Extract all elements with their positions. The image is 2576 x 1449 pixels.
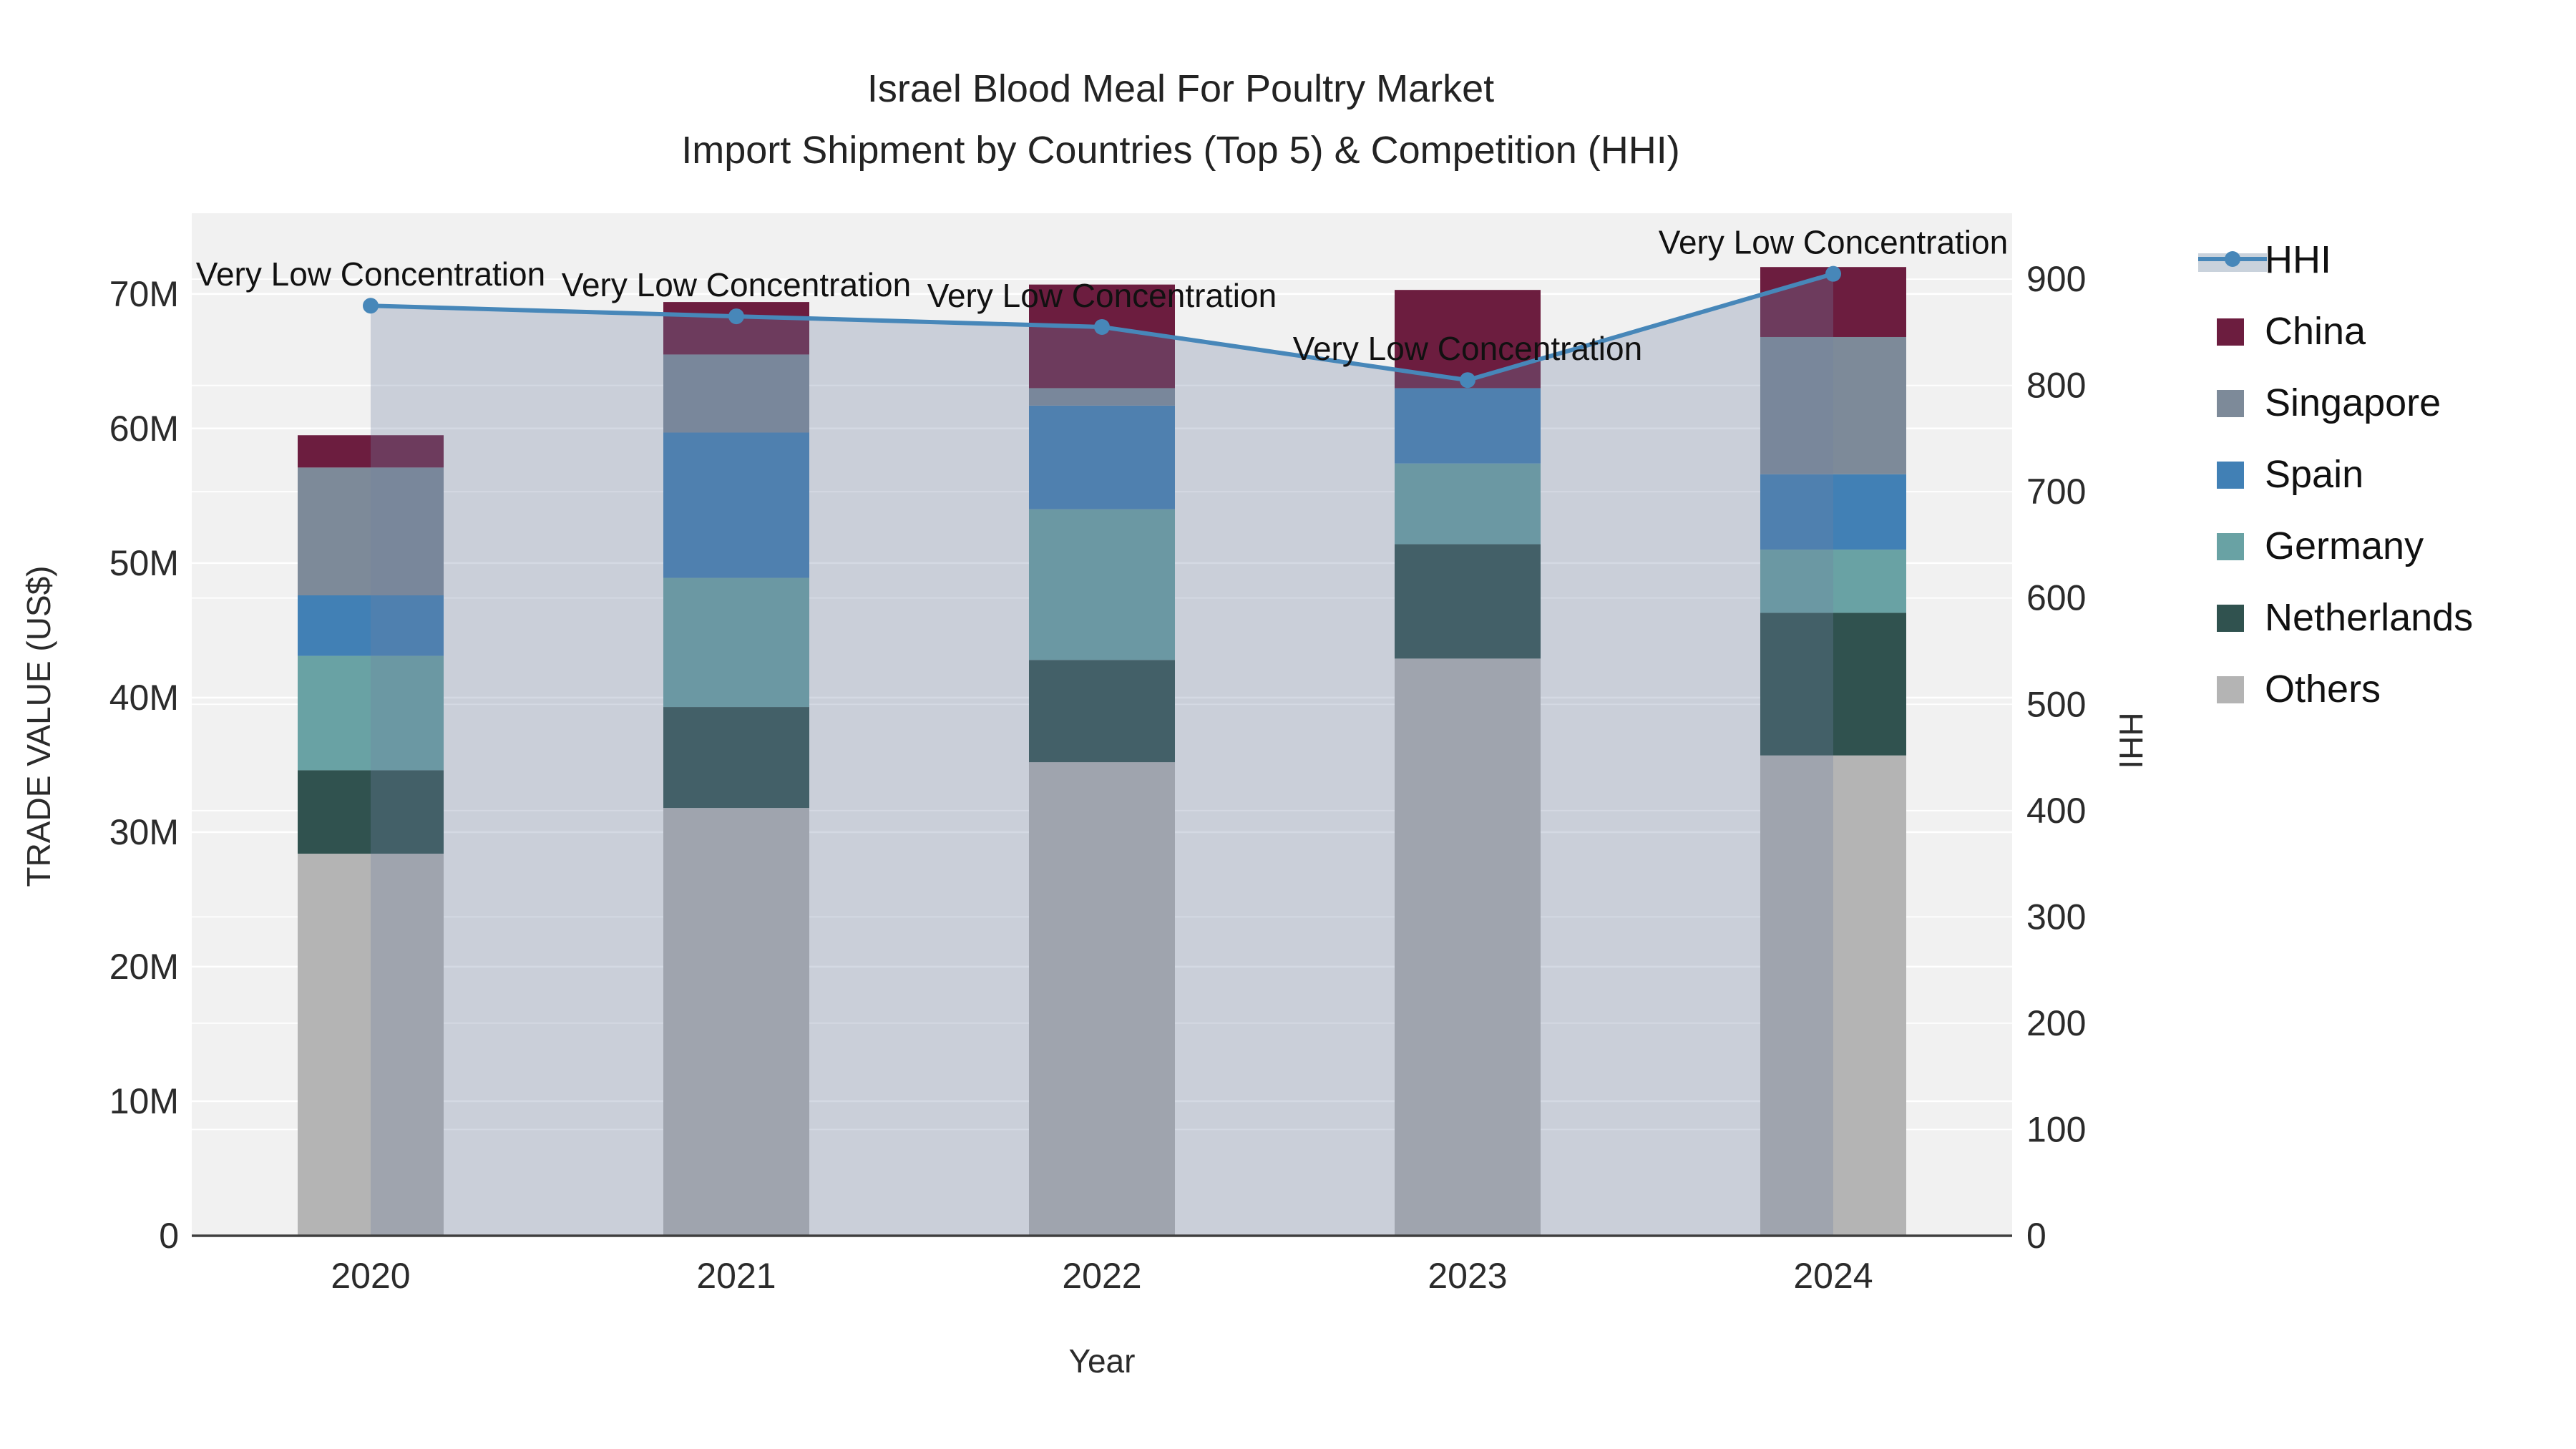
y-right-tick-200: 200 [2026,1003,2086,1043]
y-axis-title-left: TRADE VALUE (US$) [20,565,57,887]
y-right-tick-600: 600 [2026,578,2086,618]
legend-swatch-spain [2217,462,2244,489]
legend-item-germany[interactable]: Germany [2217,525,2424,567]
bar-2022-netherlands[interactable] [1029,660,1175,763]
y-right-tick-300: 300 [2026,897,2086,937]
x-tick-2022: 2022 [1062,1256,1141,1296]
annotation-2023: Very Low Concentration [1293,330,1642,367]
legend-swatch-netherlands [2217,605,2244,632]
x-tick-2023: 2023 [1428,1256,1507,1296]
legend-label-others: Others [2265,668,2381,711]
bar-2022-spain[interactable] [1029,405,1175,509]
chart-title-line2: Import Shipment by Countries (Top 5) & C… [681,129,1680,172]
legend-label-netherlands: Netherlands [2265,596,2473,639]
y-left-tick-50M: 50M [109,543,179,583]
y-left-tick-20M: 20M [109,947,179,987]
legend-swatch-germany [2217,533,2244,560]
y-left-tick-60M: 60M [109,409,179,449]
bar-2021-others[interactable] [663,808,809,1236]
y-right-tick-700: 700 [2026,472,2086,512]
bar-2023-germany[interactable] [1395,463,1541,545]
bar-2023-netherlands[interactable] [1395,544,1541,659]
bar-2021-germany[interactable] [663,577,809,708]
bar-2022-china[interactable] [1029,284,1175,389]
y-right-tick-900: 900 [2026,259,2086,299]
legend-label-hhi: HHI [2265,238,2331,281]
legend-item-spain[interactable]: Spain [2217,453,2363,496]
hhi-marker-swatch [2225,251,2240,267]
annotation-2021: Very Low Concentration [562,266,911,303]
bar-2022-singapore[interactable] [1029,388,1175,406]
y-right-tick-500: 500 [2026,684,2086,724]
legend-swatch-others [2217,676,2244,703]
annotation-2022: Very Low Concentration [927,277,1277,314]
hhi-marker-2022[interactable] [1094,318,1110,335]
y-right-tick-800: 800 [2026,366,2086,406]
legend-label-china: China [2265,310,2366,353]
bar-2024-spain[interactable] [1760,474,1906,550]
bar-2020-netherlands[interactable] [298,770,444,854]
y-left-tick-70M: 70M [109,274,179,314]
legend-swatch-china [2217,318,2244,346]
hhi-marker-2020[interactable] [363,298,379,314]
legend-label-spain: Spain [2265,453,2363,496]
y-right-tick-0: 0 [2026,1216,2046,1256]
bar-2020-others[interactable] [298,854,444,1236]
bar-2022-germany[interactable] [1029,509,1175,660]
y-right-tick-100: 100 [2026,1109,2086,1149]
y-left-tick-40M: 40M [109,678,179,718]
bar-2023-others[interactable] [1395,658,1541,1236]
hhi-area-fill [371,273,1833,1236]
hhi-marker-2023[interactable] [1460,372,1475,389]
annotation-2020: Very Low Concentration [196,255,545,293]
x-tick-2024: 2024 [1793,1256,1873,1296]
x-axis-title: Year [1069,1342,1136,1380]
hhi-marker-2021[interactable] [728,308,744,325]
bar-2021-spain[interactable] [663,432,809,578]
x-tick-2020: 2020 [331,1256,410,1296]
bar-2024-others[interactable] [1760,755,1906,1236]
bar-2024-singapore[interactable] [1760,336,1906,474]
y-left-tick-10M: 10M [109,1081,179,1121]
legend-swatch-singapore [2217,390,2244,417]
legend-label-singapore: Singapore [2265,381,2441,424]
x-tick-2021: 2021 [696,1256,776,1296]
legend-item-singapore[interactable]: Singapore [2217,381,2441,424]
y-axis-title-right: HHI [2112,712,2150,769]
bar-2020-spain[interactable] [298,595,444,656]
bar-2022-others[interactable] [1029,762,1175,1236]
hhi-marker-2024[interactable] [1825,265,1841,282]
bar-2023-spain[interactable] [1395,388,1541,464]
y-left-tick-0: 0 [159,1216,179,1256]
bar-2021-singapore[interactable] [663,354,809,433]
y-left-tick-30M: 30M [109,812,179,852]
chart-title-line1: Israel Blood Meal For Poultry Market [867,67,1494,110]
bar-2024-germany[interactable] [1760,550,1906,613]
legend-item-netherlands[interactable]: Netherlands [2217,596,2473,639]
legend-label-germany: Germany [2265,525,2424,567]
legend-item-china[interactable]: China [2217,310,2366,353]
y-right-tick-400: 400 [2026,791,2086,831]
bar-2020-china[interactable] [298,435,444,468]
bar-2020-singapore[interactable] [298,467,444,595]
bar-2020-germany[interactable] [298,655,444,771]
annotation-2024: Very Low Concentration [1659,224,2008,261]
bar-2024-netherlands[interactable] [1760,613,1906,756]
legend-item-others[interactable]: Others [2217,668,2381,711]
legend: HHI China Singapore Spain Germany Netherlands… [2198,238,2473,711]
bar-2021-netherlands[interactable] [663,707,809,809]
legend-item-hhi[interactable]: HHI [2198,238,2331,281]
